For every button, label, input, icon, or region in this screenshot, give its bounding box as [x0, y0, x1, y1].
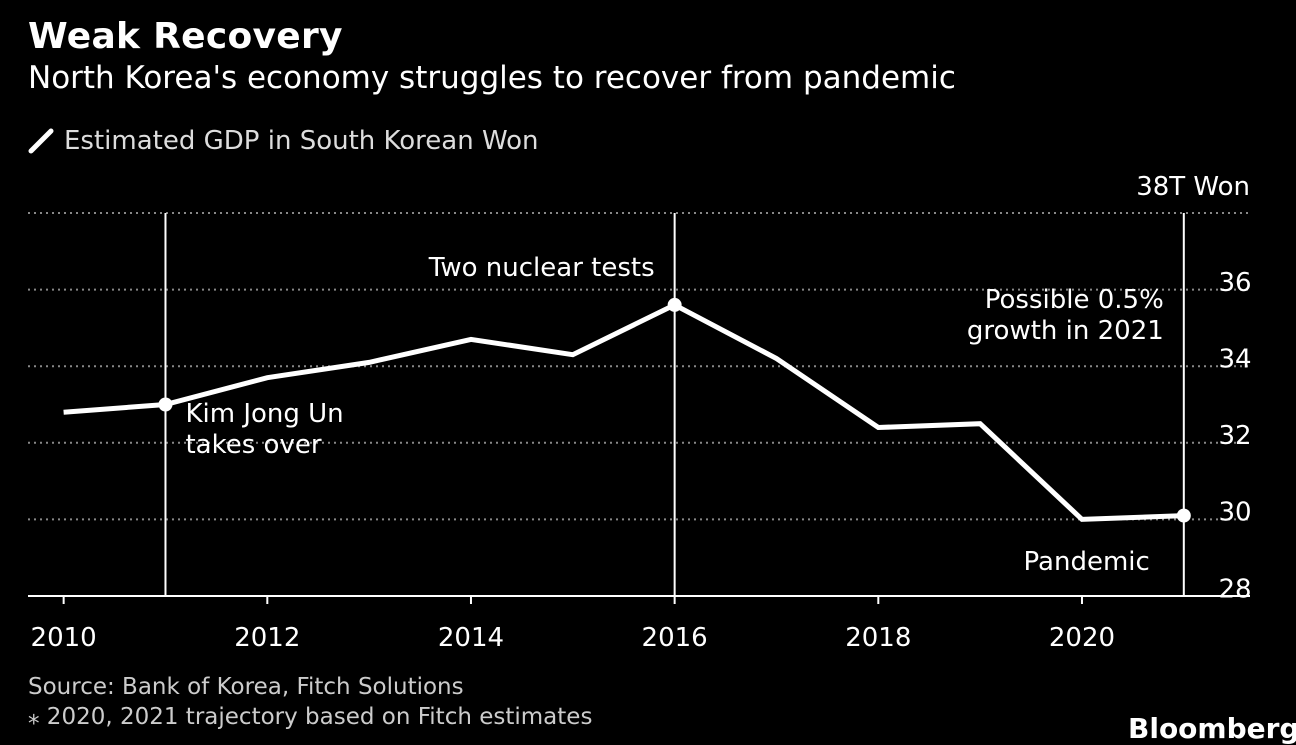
annotation-nuclear-tests: Two nuclear tests — [428, 253, 655, 283]
x-tick-label-2016: 2016 — [642, 623, 708, 653]
legend: Estimated GDP in South Korean Won — [28, 126, 539, 156]
x-tick-label-2010: 2010 — [31, 623, 97, 653]
x-tick-label-2012: 2012 — [234, 623, 300, 653]
y-axis-ticks: 28 30 32 34 36 38T Won — [1136, 172, 1251, 604]
x-tick-label-2020: 2020 — [1049, 623, 1115, 653]
source-note: Source: Bank of Korea, Fitch Solutions — [28, 674, 464, 700]
annotation-kim-jong-un: Kim Jong Un takes over — [185, 399, 343, 460]
legend-label: Estimated GDP in South Korean Won — [64, 126, 539, 156]
y-tick-label-28: 28 — [1218, 574, 1251, 604]
annotation-pandemic: Pandemic — [1024, 547, 1150, 577]
y-axis-unit-label: 38T Won — [1136, 172, 1250, 202]
y-tick-label-30: 30 — [1218, 498, 1251, 528]
footnote: ⁎ 2020, 2021 trajectory based on Fitch e… — [28, 704, 593, 730]
annotation-possible-growth-line-0: Possible 0.5% — [985, 285, 1164, 315]
series-line-gdp — [63, 302, 1184, 522]
marker-2011 — [158, 397, 173, 412]
annotation-kim-jong-un-line-1: takes over — [185, 430, 321, 460]
point-markers — [158, 297, 1191, 523]
marker-2021 — [1176, 508, 1191, 523]
annotation-pandemic-line-0: Pandemic — [1024, 547, 1150, 577]
x-tick-label-2014: 2014 — [438, 623, 504, 653]
x-axis-ticks: 2010 2012 2014 2016 2018 2020 — [31, 596, 1115, 653]
y-tick-label-34: 34 — [1218, 345, 1251, 375]
annotation-kim-jong-un-line-0: Kim Jong Un — [185, 399, 343, 429]
legend-line-icon — [28, 128, 54, 154]
line-chart: 2010 2012 2014 2016 2018 2020 28 30 32 34 36 38T W… — [28, 172, 1252, 653]
y-tick-label-32: 32 — [1218, 421, 1251, 451]
annotation-possible-growth: Possible 0.5% growth in 2021 — [967, 285, 1164, 346]
x-tick-label-2018: 2018 — [845, 623, 911, 653]
brand-logo: Bloomberg — [1128, 712, 1296, 745]
annotation-possible-growth-line-1: growth in 2021 — [967, 316, 1164, 346]
chart-subtitle: North Korea's economy struggles to recov… — [28, 60, 956, 96]
annotation-nuclear-tests-line-0: Two nuclear tests — [428, 253, 655, 283]
marker-2016 — [667, 297, 682, 312]
chart-title: Weak Recovery — [28, 16, 343, 57]
annotations: Kim Jong Un takes over Two nuclear tests Po… — [185, 253, 1163, 577]
y-tick-label-36: 36 — [1218, 268, 1251, 298]
